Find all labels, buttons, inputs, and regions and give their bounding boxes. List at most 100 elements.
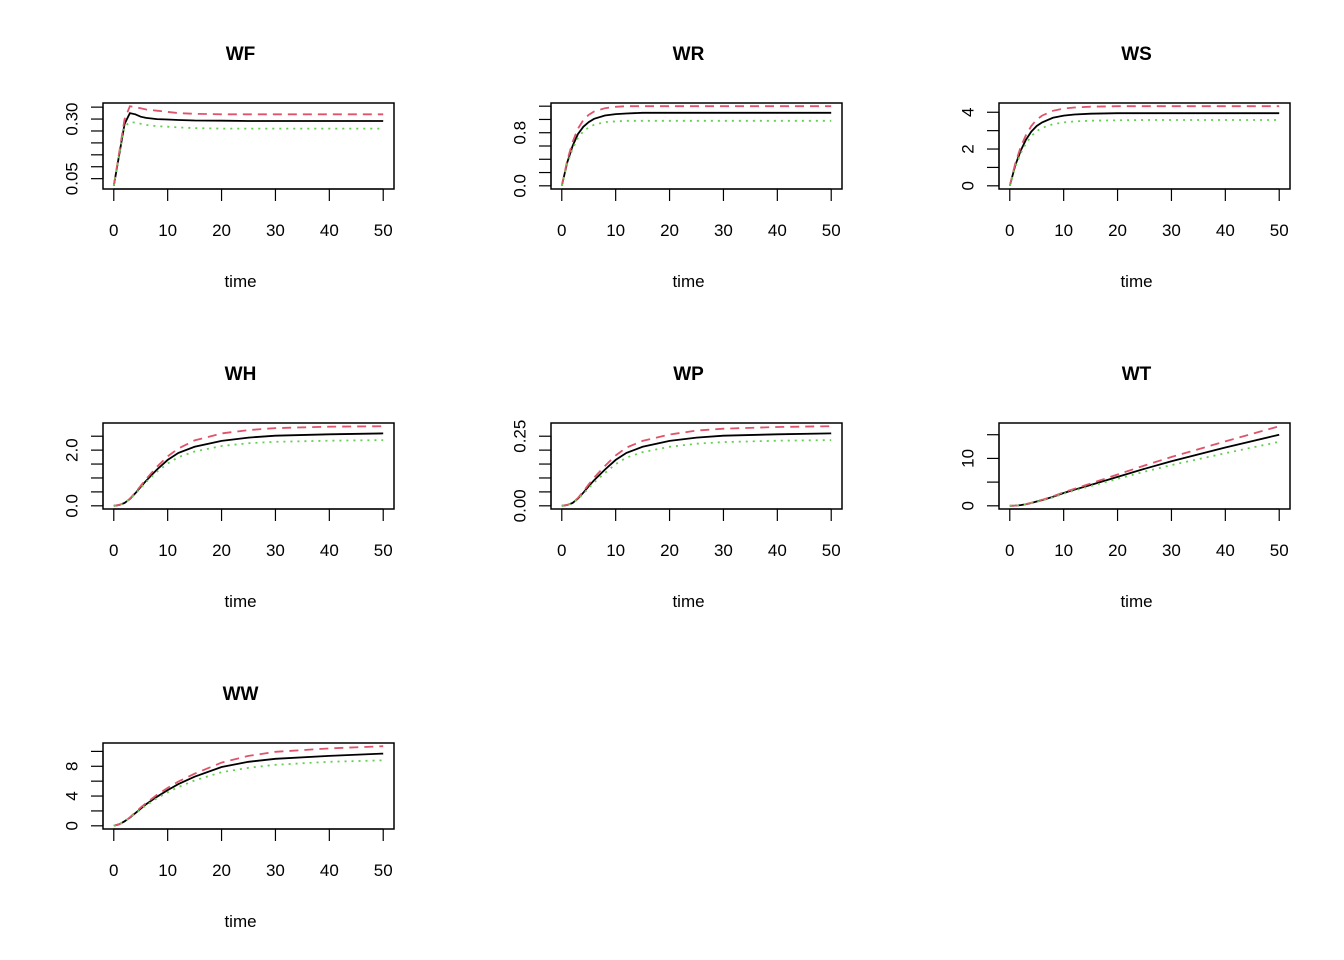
panel-title: WS xyxy=(1121,44,1152,65)
plot-frame xyxy=(102,422,395,510)
y-tick-label: 0 xyxy=(958,181,977,190)
panel-wh: WH 0 10 20 30 40 50 time 0.0 2.0 xyxy=(62,364,395,611)
x-tick-label: 30 xyxy=(266,541,285,560)
series-line-2 xyxy=(113,745,384,827)
panel-title: WF xyxy=(226,44,256,65)
x-tick-label: 40 xyxy=(768,221,787,240)
x-axis-label: time xyxy=(672,592,704,611)
series-line-1 xyxy=(1008,112,1280,187)
y-tick-label: 0 xyxy=(958,501,977,510)
x-tick-label: 10 xyxy=(606,541,625,560)
x-tick-label: 40 xyxy=(1216,541,1235,560)
plot-frame xyxy=(550,422,843,510)
y-tick-label: 4 xyxy=(958,108,977,117)
x-tick-label: 50 xyxy=(1270,221,1289,240)
x-tick-label: 20 xyxy=(660,221,679,240)
x-axis-label: time xyxy=(224,272,256,291)
x-tick-label: 50 xyxy=(374,861,393,880)
x-axis-label: time xyxy=(224,592,256,611)
x-tick-label: 30 xyxy=(1162,541,1181,560)
x-tick-label: 20 xyxy=(212,541,231,560)
plot-frame xyxy=(102,102,395,190)
series-line-1 xyxy=(560,111,832,187)
y-tick-label: 0.0 xyxy=(62,494,81,518)
panel-wp: WP 0 10 20 30 40 50 time 0.00 0.25 xyxy=(510,364,843,611)
x-tick-label: 40 xyxy=(768,541,787,560)
series-line-2 xyxy=(1008,105,1280,187)
series-line-2 xyxy=(1009,425,1280,507)
x-tick-label: 50 xyxy=(822,221,841,240)
x-tick-label: 50 xyxy=(374,541,393,560)
x-tick-label: 20 xyxy=(1108,541,1127,560)
series-line-3 xyxy=(113,439,384,507)
x-tick-label: 10 xyxy=(158,861,177,880)
x-axis-label: time xyxy=(224,912,256,931)
series-line-1 xyxy=(561,432,832,507)
panel-title: WW xyxy=(223,684,259,705)
x-tick-label: 50 xyxy=(822,541,841,560)
series-line-3 xyxy=(113,759,384,827)
x-tick-label: 20 xyxy=(212,861,231,880)
x-tick-label: 30 xyxy=(714,221,733,240)
x-tick-label: 40 xyxy=(1216,221,1235,240)
x-tick-label: 30 xyxy=(714,541,733,560)
x-axis-label: time xyxy=(1120,272,1152,291)
x-tick-label: 0 xyxy=(557,541,566,560)
series-line-3 xyxy=(1008,119,1280,187)
x-tick-label: 0 xyxy=(1005,541,1014,560)
y-tick-label: 0.0 xyxy=(510,174,529,198)
x-axis-label: time xyxy=(1120,592,1152,611)
series-line-2 xyxy=(560,105,832,186)
series-line-3 xyxy=(112,121,384,186)
panel-wr: WR 0 10 20 30 40 50 time 0.0 0.8 xyxy=(510,44,843,291)
x-tick-label: 10 xyxy=(158,541,177,560)
y-tick-label: 4 xyxy=(62,791,81,800)
x-tick-label: 10 xyxy=(1054,221,1073,240)
x-tick-label: 40 xyxy=(320,221,339,240)
y-tick-label: 2 xyxy=(958,144,977,153)
x-axis-label: time xyxy=(672,272,704,291)
x-tick-label: 10 xyxy=(158,221,177,240)
series-line-2 xyxy=(113,425,384,507)
y-tick-label: 10 xyxy=(958,449,977,468)
panel-title: WR xyxy=(673,44,705,65)
panel-ww: WW 0 10 20 30 40 50 time 0 4 8 xyxy=(62,684,395,931)
panel-title: WP xyxy=(673,364,704,385)
series-line-1 xyxy=(112,112,384,186)
x-tick-label: 30 xyxy=(1162,221,1181,240)
x-tick-label: 0 xyxy=(109,541,118,560)
series-line-1 xyxy=(113,752,384,827)
x-tick-label: 40 xyxy=(320,541,339,560)
x-tick-label: 50 xyxy=(374,221,393,240)
series-line-2 xyxy=(561,425,832,507)
y-tick-label: 0 xyxy=(62,821,81,830)
x-tick-label: 50 xyxy=(1270,541,1289,560)
y-tick-label: 0.8 xyxy=(510,121,529,145)
y-tick-label: 0.25 xyxy=(510,420,529,453)
x-tick-label: 20 xyxy=(660,541,679,560)
panel-ws: WS 0 10 20 30 40 50 time 0 2 4 xyxy=(958,44,1291,291)
x-tick-label: 10 xyxy=(1054,541,1073,560)
x-tick-label: 0 xyxy=(1005,221,1014,240)
x-tick-label: 40 xyxy=(320,861,339,880)
series-line-3 xyxy=(561,439,832,507)
y-tick-label: 0.05 xyxy=(62,162,81,195)
x-tick-label: 20 xyxy=(212,221,231,240)
y-tick-label: 0.00 xyxy=(510,489,529,522)
panel-wt: WT 0 10 20 30 40 50 time 0 10 xyxy=(958,364,1291,611)
plot-frame xyxy=(550,102,843,190)
x-tick-label: 0 xyxy=(109,861,118,880)
y-tick-label: 8 xyxy=(62,762,81,771)
y-tick-label: 0.30 xyxy=(62,103,81,136)
x-tick-label: 30 xyxy=(266,221,285,240)
x-tick-label: 20 xyxy=(1108,221,1127,240)
panel-title: WH xyxy=(225,364,257,385)
series-line-1 xyxy=(113,432,384,507)
series-line-1 xyxy=(1009,433,1280,507)
x-tick-label: 0 xyxy=(557,221,566,240)
x-tick-label: 0 xyxy=(109,221,118,240)
x-tick-label: 30 xyxy=(266,861,285,880)
series-line-2 xyxy=(112,105,384,186)
series-line-3 xyxy=(560,119,832,187)
